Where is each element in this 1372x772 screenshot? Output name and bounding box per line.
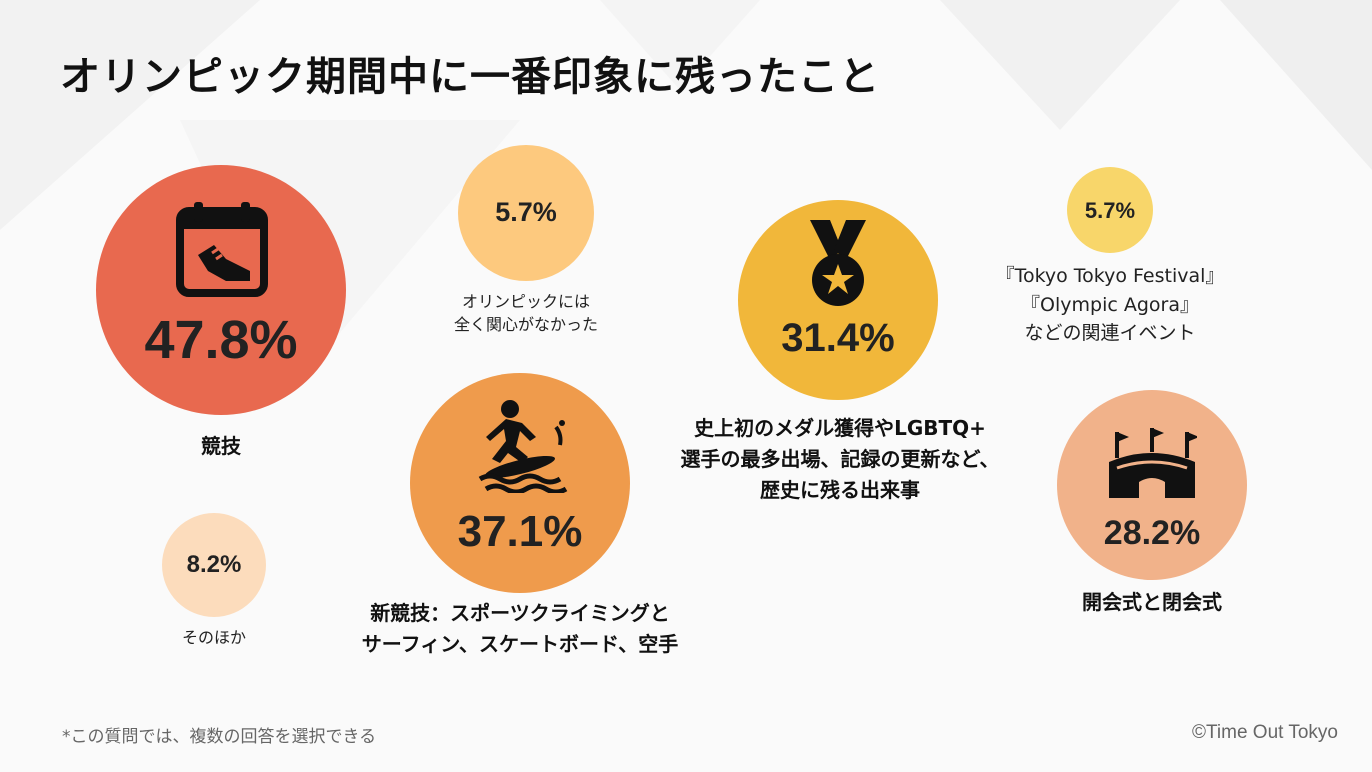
bubble-new-sports: 37.1% [410, 373, 630, 593]
label-line: 競技 [201, 434, 241, 458]
label-line: などの関連イベント [1024, 322, 1196, 344]
label-line: そのほか [181, 628, 246, 647]
pct-label: 5.7% [1084, 198, 1136, 223]
bubble-ceremony: 28.2% [1057, 390, 1247, 580]
surfer-icon [478, 400, 568, 493]
label-line: 『Olympic Agora』 [1021, 293, 1199, 316]
page-title: オリンピック期間中に一番印象に残ったこと [60, 54, 880, 100]
label-line: 全く関心がなかった [453, 315, 598, 335]
bubble-other: 8.2% [162, 513, 266, 617]
calendar-shoe-icon [176, 202, 268, 297]
label-line: 開会式と閉会式 [1082, 590, 1222, 614]
label-line: 『Tokyo Tokyo Festival』 [995, 265, 1225, 287]
bubble-competition: 47.8% [96, 165, 346, 415]
footnote: *この質問では、複数の回答を選択できる [62, 727, 377, 747]
pct-label: 28.2% [1103, 514, 1201, 552]
credit: ©Time Out Tokyo [1192, 722, 1338, 743]
pct-label: 31.4% [781, 316, 895, 360]
label-ceremony: 開会式と閉会式 [1052, 588, 1252, 617]
pct-label: 47.8% [144, 310, 298, 370]
label-other: そのほか [114, 626, 314, 649]
label-line: 史上初のメダル獲得やLGBTQ+ [694, 416, 986, 440]
label-line: サーフィン、スケートボード、空手 [361, 632, 679, 656]
label-line: オリンピックには [461, 292, 590, 311]
medal-icon [810, 220, 866, 306]
label-competition: 競技 [121, 432, 321, 461]
label-events: 『Tokyo Tokyo Festival』 『Olympic Agora』 な… [980, 262, 1240, 348]
pct-label: 8.2% [186, 551, 242, 578]
label-medal: 史上初のメダル獲得やLGBTQ+ 選手の最多出場、記録の更新など、 歴史に残る出… [650, 413, 1030, 506]
label-new-sports: 新競技：スポーツクライミングと サーフィン、スケートボード、空手 [330, 598, 710, 660]
pct-label: 5.7% [495, 197, 557, 227]
bubble-no-interest: 5.7% [458, 145, 594, 281]
label-no-interest: オリンピックには 全く関心がなかった [426, 290, 626, 336]
pct-label: 37.1% [457, 507, 583, 556]
bubble-events: 5.7% [1067, 167, 1153, 253]
stadium-icon [1109, 428, 1197, 498]
label-line: 新競技：スポーツクライミングと [370, 601, 670, 625]
label-line: 歴史に残る出来事 [760, 478, 920, 502]
bubble-medal: 31.4% [738, 200, 938, 400]
label-line: 選手の最多出場、記録の更新など、 [680, 447, 1000, 471]
